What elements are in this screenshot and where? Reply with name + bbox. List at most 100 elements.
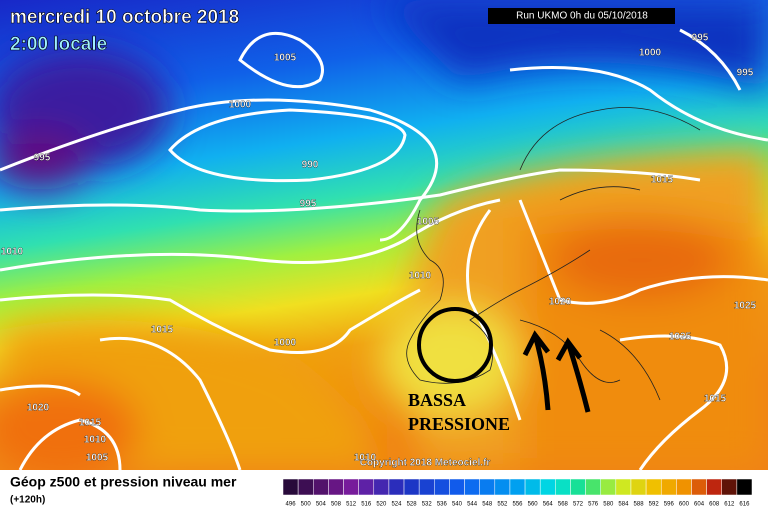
footer-title: Géop z500 et pression niveau mer <box>10 474 237 490</box>
scale-label: 536 <box>437 502 448 508</box>
scale-swatch <box>509 478 526 496</box>
map-background <box>0 0 768 480</box>
map-title: mercredi 10 octobre 2018 <box>10 7 239 28</box>
isobar-label: 995 <box>692 33 709 44</box>
scale-swatch <box>706 478 722 496</box>
scale-label: 600 <box>679 502 690 508</box>
scale-label: 604 <box>694 502 705 508</box>
scale-label: 572 <box>573 502 584 508</box>
isobar-label: 1020 <box>27 403 50 414</box>
scale-label: 520 <box>376 502 387 508</box>
copyright: Copyright 2018 Meteociel.fr <box>360 458 491 469</box>
isobar-label: 995 <box>34 153 51 164</box>
scale-label: 588 <box>634 502 645 508</box>
isobars <box>0 28 768 471</box>
scale-swatch <box>479 478 496 496</box>
scale-swatch <box>524 478 541 496</box>
scale-label: 580 <box>603 502 614 508</box>
scale-label: 612 <box>724 502 735 508</box>
scale-label: 516 <box>361 502 372 508</box>
scale-label: 560 <box>528 502 539 508</box>
scale-swatch <box>449 478 465 496</box>
scale-swatch <box>555 478 571 496</box>
scale-swatch <box>418 478 435 496</box>
scale-label: 576 <box>588 502 599 508</box>
scale-swatch <box>313 478 329 496</box>
scale-swatch <box>736 478 753 496</box>
isobar-label: 1010 <box>84 435 107 446</box>
isobar-label: 1005 <box>274 53 297 64</box>
isobar-label: 1010 <box>1 247 24 258</box>
scale-label: 524 <box>391 502 402 508</box>
scale-label: 592 <box>649 502 660 508</box>
scale-swatch <box>660 478 677 496</box>
scale-swatch <box>464 478 480 496</box>
scale-label: 512 <box>346 502 357 508</box>
isobar-label: 1015 <box>151 325 174 336</box>
scale-label: 540 <box>452 502 463 508</box>
map-time: 2:00 locale <box>10 34 107 55</box>
isobar-label: 1000 <box>274 338 297 349</box>
scale-label: 596 <box>664 502 675 508</box>
scale-swatch <box>691 478 707 496</box>
isobar-label: 995 <box>737 68 754 79</box>
scale-swatch <box>297 478 314 496</box>
low-pressure-circle <box>417 307 493 383</box>
scale-swatch <box>494 478 511 496</box>
run-text: Run UKMO 0h du 05/10/2018 <box>516 11 648 22</box>
scale-label: 532 <box>422 502 433 508</box>
scale-swatch <box>282 478 299 496</box>
scale-swatch <box>343 478 359 496</box>
scale-swatch <box>630 478 647 496</box>
coastlines <box>406 107 701 401</box>
scale-label: 584 <box>618 502 629 508</box>
isobar-label: 1005 <box>86 453 109 464</box>
scale-swatch <box>373 478 390 496</box>
isobar-label: 1015 <box>704 394 727 405</box>
annotation: PRESSIONE <box>408 414 510 434</box>
scale-label: 504 <box>316 502 327 508</box>
scale-label: 496 <box>286 502 297 508</box>
isobar-label: 1000 <box>639 48 662 59</box>
scale-swatch <box>676 478 692 496</box>
scale-swatch <box>585 478 601 496</box>
scale-label: 608 <box>709 502 720 508</box>
isobar-label: 1000 <box>229 100 252 111</box>
isobar-label: 1010 <box>409 271 432 282</box>
scale-swatch <box>645 478 662 496</box>
scale-label: 508 <box>331 502 342 508</box>
annotation: BASSA <box>408 390 466 410</box>
scale-label: 564 <box>543 502 554 508</box>
scale-swatch <box>600 478 617 496</box>
scale-swatch <box>721 478 738 496</box>
isobar-label: 1025 <box>734 301 757 312</box>
isobar-label: 1020 <box>549 297 572 308</box>
scale-label: 616 <box>739 502 750 508</box>
footer-lead: (+120h) <box>10 495 45 506</box>
scale-label: 500 <box>301 502 312 508</box>
run-box <box>488 8 675 24</box>
scale-label: 552 <box>497 502 508 508</box>
arrows <box>522 330 591 413</box>
isobar-label: 995 <box>300 199 317 210</box>
isobar-label: 1015 <box>79 418 102 429</box>
scale-swatch <box>570 478 586 496</box>
scale-swatch <box>539 478 556 496</box>
scale-swatch <box>615 478 632 496</box>
scale-swatch <box>434 478 450 496</box>
isobar-label: 1025 <box>669 332 692 343</box>
isobar-label: 990 <box>302 160 319 171</box>
scale-swatch <box>358 478 375 496</box>
isobar-label: 1005 <box>417 217 440 228</box>
scale-label: 568 <box>558 502 569 508</box>
isobar-label: 1015 <box>651 175 674 186</box>
scale-label: 528 <box>407 502 418 508</box>
scale-label: 556 <box>512 502 523 508</box>
isobar-label: 1010 <box>354 453 377 464</box>
scale-swatch <box>388 478 405 496</box>
scale-label: 544 <box>467 502 478 508</box>
scale-swatch <box>328 478 344 496</box>
scale-label: 548 <box>482 502 493 508</box>
scale-swatch <box>403 478 420 496</box>
